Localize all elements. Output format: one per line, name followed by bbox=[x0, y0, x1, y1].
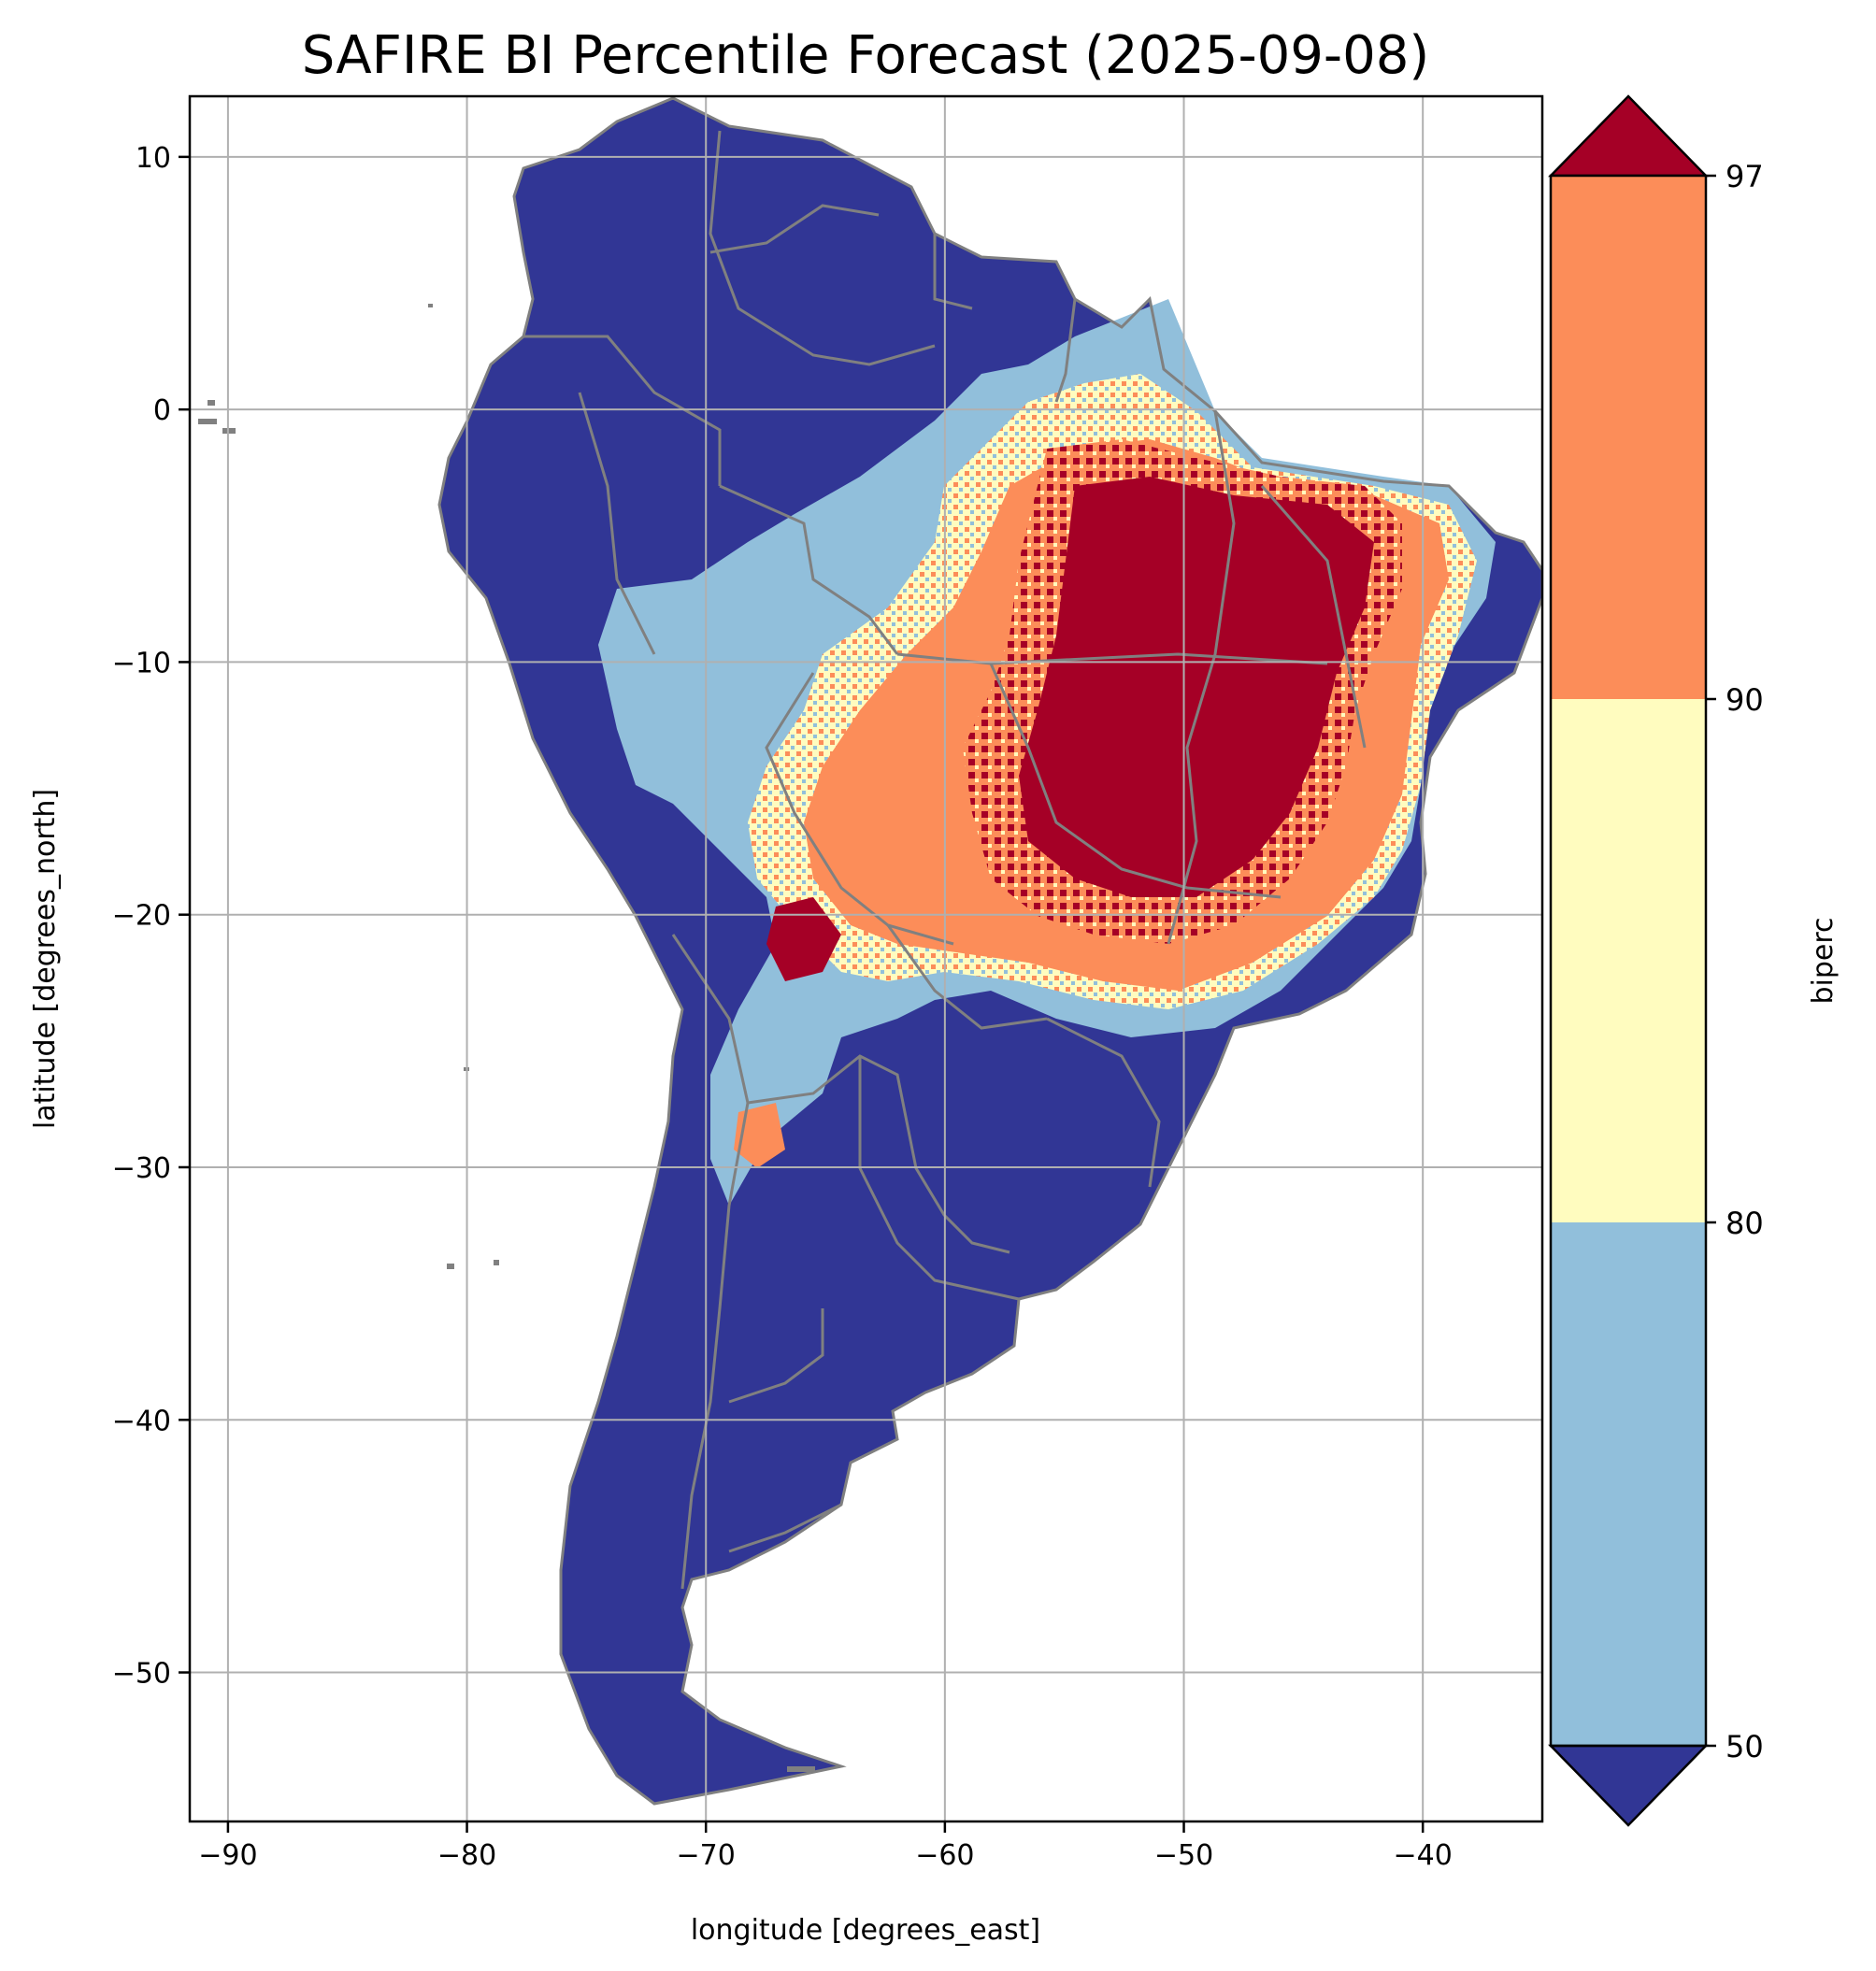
x-tick-label: −50 bbox=[1154, 1839, 1213, 1872]
y-tick-label: −50 bbox=[112, 1658, 171, 1691]
y-axis-label: latitude [degrees_north] bbox=[29, 789, 62, 1129]
colorbar-extend-top bbox=[1548, 94, 1709, 178]
plot-frame bbox=[188, 94, 1544, 1823]
y-tick-label: 0 bbox=[153, 394, 171, 427]
colorbar-bin-50-80 bbox=[1551, 1222, 1706, 1746]
x-tick-label: −90 bbox=[198, 1839, 257, 1872]
y-tick-label: −10 bbox=[112, 647, 171, 679]
x-tick-label: −40 bbox=[1394, 1839, 1453, 1872]
y-tick-label: −30 bbox=[112, 1152, 171, 1185]
country-borders bbox=[437, 96, 1542, 1806]
x-tick-label: −70 bbox=[677, 1839, 736, 1872]
y-tick-label: −20 bbox=[112, 900, 171, 933]
colorbar-tick-90: 90 bbox=[1726, 682, 1764, 718]
y-axis-ticks: 10 0 −10 −20 −30 −40 −50 bbox=[112, 142, 190, 1691]
colorbar-tick-97: 97 bbox=[1726, 159, 1764, 194]
andes-hotspot bbox=[766, 897, 841, 981]
x-axis-ticks: −90 −80 −70 −60 −50 −40 bbox=[198, 1821, 1453, 1872]
colorbar-label: biperc bbox=[1807, 917, 1840, 1004]
y-tick-label: −40 bbox=[112, 1405, 171, 1437]
x-axis-label: longitude [degrees_east] bbox=[691, 1914, 1040, 1947]
colorbar-tick-50: 50 bbox=[1726, 1729, 1764, 1764]
colorbar-tick-80: 80 bbox=[1726, 1206, 1764, 1241]
colorbar-frame bbox=[1549, 174, 1708, 1748]
chart-title: SAFIRE BI Percentile Forecast (2025-09-0… bbox=[302, 25, 1429, 86]
band-97-plus-core bbox=[1019, 477, 1374, 897]
andes-orange bbox=[734, 1103, 785, 1168]
map-area bbox=[198, 96, 1542, 1806]
gridlines bbox=[190, 96, 1542, 1821]
x-tick-label: −80 bbox=[437, 1839, 496, 1872]
colorbar-bin-90-97-fill bbox=[1551, 176, 1706, 699]
colorbar-bin-80-90 bbox=[1551, 699, 1706, 1222]
y-tick-label: 10 bbox=[136, 142, 171, 175]
colorbar-extend-bottom bbox=[1548, 1744, 1709, 1827]
x-tick-label: −60 bbox=[915, 1839, 974, 1872]
colorbar: 97 90 80 50 biperc bbox=[1548, 94, 1840, 1827]
